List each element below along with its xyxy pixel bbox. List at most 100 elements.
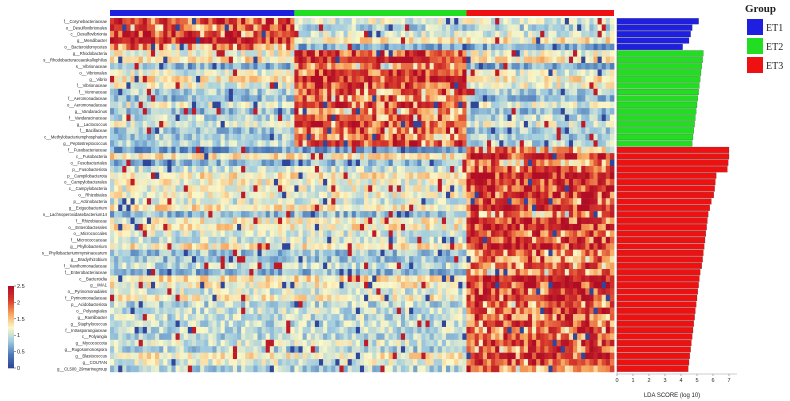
- heatmap-cell: [138, 217, 144, 225]
- heatmap-cell: [359, 18, 365, 25]
- heatmap-cell: [224, 198, 230, 205]
- heatmap-cell: [601, 159, 607, 167]
- heatmap-cell: [150, 24, 156, 32]
- heatmap-cell: [171, 262, 176, 270]
- heatmap-cell: [298, 114, 303, 122]
- heatmap-cell: [495, 243, 500, 250]
- heatmap-cell: [384, 43, 390, 51]
- heatmap-cell: [593, 140, 599, 147]
- heatmap-cell: [409, 140, 414, 147]
- heatmap-cell: [347, 133, 353, 141]
- heatmap-cell: [191, 217, 197, 225]
- heatmap-cell: [278, 146, 283, 154]
- heatmap-cell: [462, 63, 467, 70]
- heatmap-cell: [359, 217, 365, 225]
- heatmap-cell: [110, 114, 115, 122]
- heatmap-cell: [503, 63, 508, 70]
- heatmap-cell: [581, 262, 586, 270]
- heatmap-cell: [159, 262, 164, 270]
- heatmap-cell: [118, 82, 123, 89]
- heatmap-cell: [224, 120, 230, 128]
- heatmap-cell: [462, 223, 467, 231]
- heatmap-cell: [114, 30, 119, 38]
- heatmap-cell: [347, 30, 353, 38]
- heatmap-cell: [507, 230, 512, 238]
- heatmap-cell: [134, 140, 140, 147]
- heatmap-cell: [482, 30, 488, 38]
- heatmap-cell: [179, 75, 185, 83]
- heatmap-cell: [278, 63, 283, 70]
- heatmap-cell: [527, 262, 533, 270]
- heatmap-cell: [458, 185, 463, 192]
- heatmap-cell: [441, 114, 447, 122]
- heatmap-cell: [552, 101, 558, 109]
- heatmap-cell: [204, 211, 209, 218]
- heatmap-cell: [126, 262, 131, 270]
- heatmap-cell: [245, 37, 250, 44]
- heatmap-cell: [343, 75, 349, 83]
- heatmap-cell: [302, 43, 308, 51]
- heatmap-cell: [228, 56, 234, 64]
- heatmap-cell: [183, 159, 189, 167]
- heatmap-cell: [351, 63, 357, 70]
- heatmap-cell: [454, 63, 459, 70]
- heatmap-cell: [548, 43, 553, 51]
- heatmap-cell: [241, 275, 246, 283]
- heatmap-cell: [286, 185, 291, 192]
- heatmap-cell: [380, 185, 385, 192]
- heatmap-cell: [122, 223, 127, 231]
- heatmap-cell: [503, 108, 508, 115]
- heatmap-cell: [146, 146, 152, 154]
- heatmap-cell: [138, 223, 144, 231]
- heatmap-cell: [556, 30, 562, 38]
- heatmap-cell: [208, 166, 213, 173]
- heatmap-cell: [491, 69, 496, 77]
- heatmap-cell: [171, 37, 176, 44]
- heatmap-cell: [355, 95, 361, 102]
- heatmap-cell: [536, 262, 541, 270]
- heatmap-cell: [552, 56, 558, 64]
- heatmap-cell: [511, 146, 517, 154]
- heatmap-cell: [372, 63, 377, 70]
- heatmap-cell: [446, 191, 451, 199]
- heatmap-cell: [400, 153, 406, 160]
- heatmap-cell: [437, 153, 443, 160]
- heatmap-cell: [323, 269, 328, 276]
- heatmap-cell: [441, 50, 447, 57]
- heatmap-cell: [237, 75, 242, 83]
- heatmap-cell: [343, 140, 349, 147]
- heatmap-cell: [314, 191, 320, 199]
- heatmap-cell: [220, 37, 226, 44]
- heatmap-cell: [597, 191, 603, 199]
- heatmap-cell: [532, 185, 537, 192]
- heatmap-cell: [466, 236, 471, 244]
- heatmap-cell: [388, 256, 394, 263]
- heatmap-cell: [400, 275, 406, 283]
- heatmap-cell: [282, 249, 287, 257]
- heatmap-cell: [601, 88, 607, 96]
- heatmap-cell: [200, 24, 205, 32]
- heatmap-cell: [474, 75, 480, 83]
- heatmap-cell: [573, 63, 578, 70]
- heatmap-cell: [560, 262, 566, 270]
- heatmap-cell: [171, 30, 176, 38]
- heatmap-cell: [593, 75, 599, 83]
- heatmap-cell: [167, 223, 172, 231]
- heatmap-cell: [470, 50, 476, 57]
- heatmap-cell: [298, 230, 303, 238]
- heatmap-cell: [171, 146, 176, 154]
- heatmap-cell: [495, 217, 500, 225]
- heatmap-cell: [450, 204, 455, 212]
- heatmap-cell: [212, 185, 217, 192]
- heatmap-cell: [278, 140, 283, 147]
- heatmap-cell: [573, 69, 578, 77]
- heatmap-cell: [421, 95, 426, 102]
- heatmap-cell: [196, 63, 201, 70]
- heatmap-cell: [306, 63, 312, 70]
- heatmap-cell: [511, 166, 517, 173]
- heatmap-cell: [400, 166, 406, 173]
- heatmap-cell: [126, 56, 131, 64]
- heatmap-cell: [437, 204, 443, 212]
- heatmap-cell: [339, 75, 344, 83]
- heatmap-cell: [540, 30, 545, 38]
